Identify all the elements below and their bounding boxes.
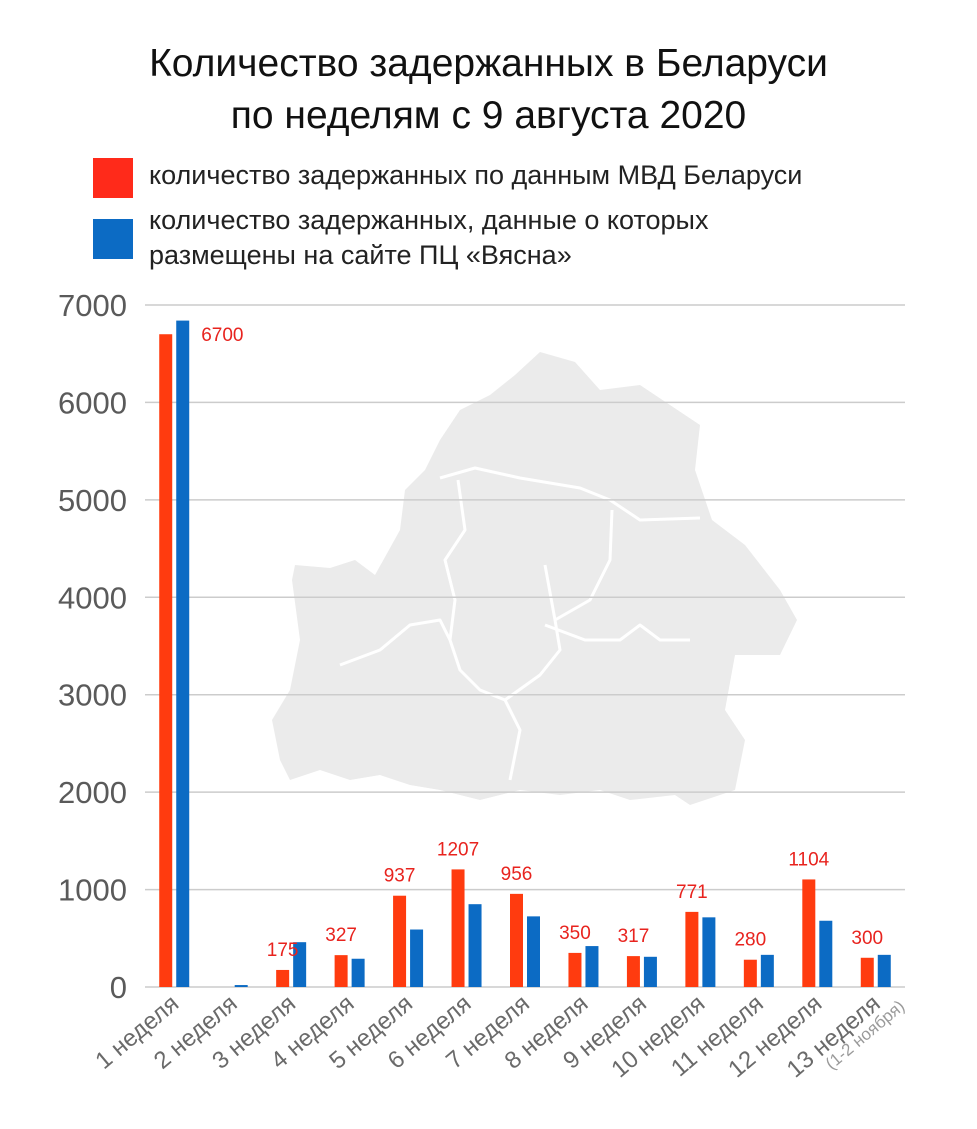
legend-item-mvd: количество задержанных по данным МВД Бел… [93, 158, 802, 198]
bar-mvd-week-9 [626, 956, 640, 987]
data-label-week-4: 327 [325, 925, 357, 946]
bar-viasna-week-10 [702, 917, 716, 987]
chart-title: Количество задержанных в Беларуси по нед… [0, 38, 977, 142]
chart-title-line-1: Количество задержанных в Беларуси [149, 42, 828, 85]
legend-text-mvd: количество задержанных по данным МВД Бел… [149, 158, 802, 193]
data-label-week-9: 317 [618, 926, 650, 947]
legend-item-viasna: количество задержанных, данные о которых… [93, 203, 708, 273]
bar-viasna-week-8 [585, 946, 599, 987]
belarus-map-borders [339, 466, 701, 781]
bar-mvd-week-1 [159, 334, 173, 987]
data-labels: 6700 175 327 937 1207 956 350 317 771 280 1104 300 [201, 325, 883, 961]
bar-mvd-week-12 [802, 879, 816, 987]
bar-viasna-week-11 [760, 954, 774, 987]
data-label-week-11: 280 [734, 930, 766, 951]
bar-mvd-week-3 [276, 969, 290, 987]
bar-viasna-week-6 [468, 904, 482, 987]
bar-mvd-week-7 [510, 893, 523, 987]
bar-mvd-week-8 [568, 952, 582, 987]
y-tick-label-6: 6000 [58, 385, 127, 420]
legend-text-viasna-line-2: размещены на сайте ПЦ «Вясна» [149, 240, 572, 270]
data-label-week-8: 350 [559, 923, 591, 944]
bar-mvd-week-6 [451, 869, 465, 987]
data-label-week-1: 6700 [201, 325, 243, 346]
data-label-week-7: 956 [501, 864, 533, 885]
belarus-map-background [272, 352, 797, 805]
data-label-week-5: 937 [384, 866, 416, 887]
belarus-map-shape [272, 352, 797, 805]
bar-viasna-week-3 [293, 942, 307, 987]
legend-text-mvd-line-1: количество задержанных по данным МВД Бел… [149, 160, 803, 190]
legend-swatch-red [93, 158, 133, 198]
y-tick-label-1: 1000 [58, 873, 127, 908]
legend-text-viasna-line-1: количество задержанных, данные о которых [149, 205, 709, 235]
y-tick-label-7: 7000 [58, 288, 127, 323]
bar-viasna-week-5 [410, 929, 424, 987]
bar-mvd-week-10 [685, 911, 699, 987]
bar-mvd-week-4 [334, 955, 348, 987]
data-label-week-13: 300 [851, 928, 883, 949]
y-tick-label-2: 2000 [58, 775, 127, 810]
chart-grid [145, 304, 905, 988]
bar-viasna-week-12 [819, 920, 833, 987]
y-axis-ticks: 0 1000 2000 3000 4000 5000 6000 7000 [58, 288, 127, 1005]
bar-viasna-week-9 [643, 956, 657, 987]
bar-viasna-week-1 [176, 320, 190, 987]
data-label-week-6: 1207 [437, 839, 479, 860]
bar-mvd-week-11 [743, 959, 757, 987]
y-tick-label-3: 3000 [58, 678, 127, 713]
data-label-week-3: 175 [267, 940, 299, 961]
legend-swatch-blue [93, 219, 133, 259]
data-label-week-10: 771 [676, 882, 708, 903]
bar-viasna-week-13 [877, 954, 891, 987]
y-tick-label-0: 0 [110, 970, 127, 1005]
bar-mvd-week-5 [393, 895, 407, 987]
y-tick-label-4: 4000 [58, 580, 127, 615]
legend-text-viasna: количество задержанных, данные о которых… [149, 203, 708, 273]
chart-title-line-2: по неделям с 9 августа 2020 [230, 94, 747, 137]
bar-viasna-week-7 [527, 916, 540, 987]
chart-bars [159, 320, 891, 987]
y-tick-label-5: 5000 [58, 483, 127, 518]
data-label-week-12: 1104 [788, 849, 829, 870]
bar-viasna-week-2 [234, 985, 248, 987]
bar-mvd-week-13 [860, 957, 874, 987]
bar-viasna-week-4 [351, 958, 365, 987]
